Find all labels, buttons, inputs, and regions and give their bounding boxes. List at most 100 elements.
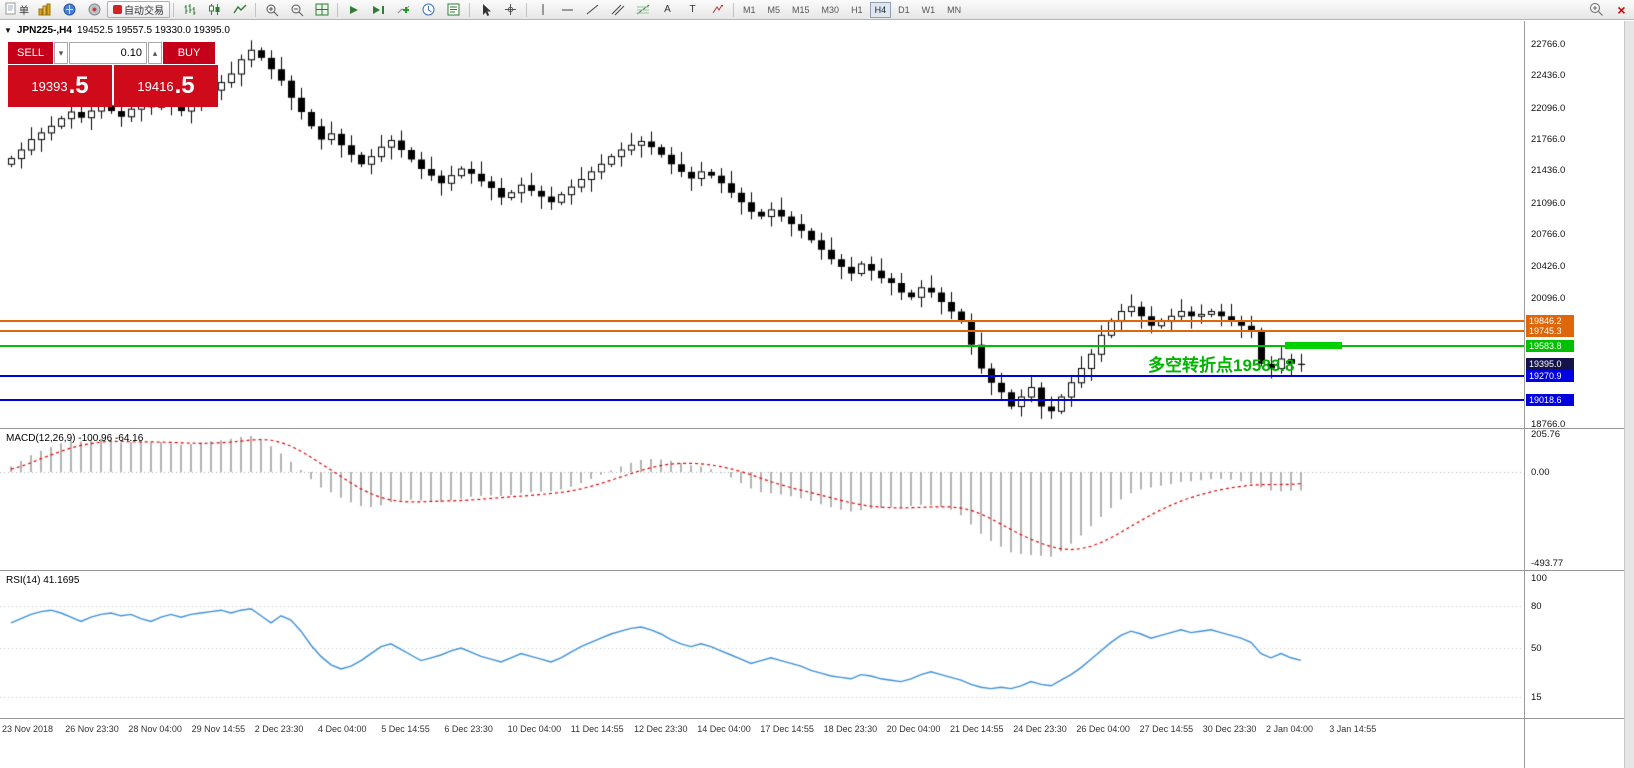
time-label: 18 Dec 23:30	[823, 724, 878, 734]
zoom-out-icon[interactable]	[284, 0, 309, 19]
time-label: 11 Dec 14:55	[570, 724, 624, 734]
panel-separator[interactable]	[0, 570, 1624, 571]
search-zoom-icon[interactable]	[1584, 0, 1609, 19]
timeframe-D1[interactable]: D1	[893, 2, 915, 18]
candlestick-chart-icon[interactable]	[202, 0, 227, 19]
volume-dropdown[interactable]: ▾	[54, 42, 68, 64]
terminal-icon[interactable]	[82, 0, 107, 19]
new-order-label: 单	[19, 6, 29, 17]
timeframe-H4[interactable]: H4	[869, 1, 892, 18]
vertical-line-icon[interactable]	[530, 0, 555, 19]
sell-price[interactable]: 19393.5	[8, 65, 112, 107]
time-label: 3 Jan 14:55	[1329, 724, 1377, 734]
time-label: 27 Dec 14:55	[1139, 724, 1194, 734]
time-axis: 23 Nov 2018 26 Nov 23:30 28 Nov 04:00 29 No…	[0, 719, 1524, 768]
rsi-canvas[interactable]	[0, 572, 1524, 718]
buy-price[interactable]: 19416.5	[114, 65, 218, 107]
level-line-19018.6[interactable]	[0, 399, 1524, 401]
price-tag-19395.0: 19395.0	[1526, 358, 1574, 371]
time-label: 24 Dec 23:30	[1013, 724, 1067, 734]
chart-shift-icon[interactable]	[366, 0, 391, 19]
time-label: 28 Nov 04:00	[128, 724, 182, 734]
volume-input[interactable]: 0.10	[69, 42, 147, 64]
time-label: 12 Dec 23:30	[634, 724, 688, 734]
timeframe-M1[interactable]: M1	[738, 2, 761, 18]
main-toolbar: 单 自动交易 A T M1 M	[0, 0, 1634, 20]
pivot-highlight-bar[interactable]	[1285, 342, 1342, 349]
level-line-19745.3[interactable]	[0, 329, 1524, 332]
bar-chart-icon[interactable]	[177, 0, 202, 19]
time-label: 26 Dec 04:00	[1076, 724, 1130, 734]
price-axis-label: 20766.0	[1531, 229, 1566, 240]
rsi-label: RSI(14) 41.1695	[6, 575, 80, 586]
trendline-icon[interactable]	[580, 0, 605, 19]
ohlc-values: 19452.5 19557.5 19330.0 19395.0	[76, 25, 230, 36]
macd-canvas[interactable]	[0, 430, 1524, 570]
navigator-icon[interactable]	[57, 0, 82, 19]
toolbar-separator	[526, 2, 527, 17]
timeframe-M30[interactable]: M30	[817, 2, 845, 18]
time-label: 6 Dec 23:30	[444, 724, 493, 734]
fibonacci-icon[interactable]	[630, 0, 655, 19]
timeframe-H1[interactable]: H1	[846, 2, 868, 18]
timeframe-W1[interactable]: W1	[917, 2, 941, 18]
horizontal-line-icon[interactable]	[555, 0, 580, 19]
price-axis[interactable]: 22766.0 22436.0 22096.0 21766.0 21436.0 21096…	[1524, 21, 1624, 768]
price-tag-19270.9: 19270.9	[1526, 370, 1574, 383]
price-tag-19583.8: 19583.8	[1526, 340, 1574, 353]
price-chart-canvas[interactable]	[0, 21, 1524, 428]
volume-stepper[interactable]: ▴	[148, 42, 162, 64]
market-watch-icon[interactable]	[32, 0, 57, 19]
panel-separator	[0, 718, 1624, 719]
channel-icon[interactable]	[605, 0, 630, 19]
price-axis-label: 20426.0	[1531, 261, 1566, 273]
crosshair-icon[interactable]	[498, 0, 523, 19]
price-axis-label: 22766.0	[1531, 39, 1566, 50]
autotrading-button[interactable]: 自动交易	[107, 1, 170, 18]
template-icon[interactable]	[441, 0, 466, 19]
price-axis-label: 21096.0	[1531, 197, 1566, 209]
arrows-icon[interactable]	[705, 0, 730, 19]
new-order-button[interactable]: 单	[2, 1, 32, 18]
tile-windows-icon[interactable]	[309, 0, 334, 19]
line-chart-icon[interactable]	[227, 0, 252, 19]
zoom-in-icon[interactable]	[259, 0, 284, 19]
text-label-icon[interactable]: T	[689, 4, 696, 15]
price-axis-label: 18766.0	[1531, 419, 1566, 430]
timeframe-MN[interactable]: MN	[942, 2, 966, 18]
text-icon[interactable]: A	[664, 4, 671, 15]
auto-scroll-icon[interactable]	[341, 0, 366, 19]
time-label: 17 Dec 14:55	[760, 724, 814, 734]
macd-scale-label: 205.76	[1531, 429, 1561, 440]
close-icon[interactable]: ×	[1617, 1, 1626, 18]
sell-button[interactable]: SELL	[8, 42, 53, 64]
price-axis-label: 21436.0	[1531, 165, 1566, 177]
level-line-19270.9[interactable]	[0, 375, 1524, 378]
pivot-annotation: 多空转折点19583.8	[1148, 356, 1295, 375]
rsi-scale-label: 80	[1531, 601, 1542, 612]
time-label: 5 Dec 14:55	[381, 724, 430, 734]
period-icon[interactable]	[416, 0, 441, 19]
trade-panel-toggle[interactable]: ▼	[4, 26, 12, 35]
macd-scale-label: 0.00	[1531, 466, 1550, 478]
price-axis-label: 22096.0	[1531, 102, 1566, 114]
cursor-icon[interactable]	[473, 0, 498, 19]
price-tag-19018.6: 19018.6	[1526, 394, 1574, 406]
time-label: 2 Jan 04:00	[1266, 724, 1314, 734]
toolbar-separator	[469, 2, 470, 17]
price-axis-label: 21766.0	[1531, 134, 1566, 145]
level-line-19583.8[interactable]	[0, 345, 1524, 348]
level-line-19846.2[interactable]	[0, 320, 1524, 323]
toolbar-separator	[255, 2, 256, 17]
price-tag-19846.2: 19846.2	[1526, 315, 1574, 328]
toolbar-separator	[733, 2, 734, 17]
timeframe-M15[interactable]: M15	[787, 2, 815, 18]
vertical-scrollbar[interactable]	[1624, 21, 1634, 768]
panel-separator[interactable]	[0, 428, 1624, 429]
buy-button[interactable]: BUY	[163, 42, 215, 64]
indicators-icon[interactable]	[391, 0, 416, 19]
time-label: 10 Dec 04:00	[507, 724, 562, 734]
timeframe-M5[interactable]: M5	[763, 2, 786, 18]
rsi-scale-label: 50	[1531, 643, 1542, 654]
